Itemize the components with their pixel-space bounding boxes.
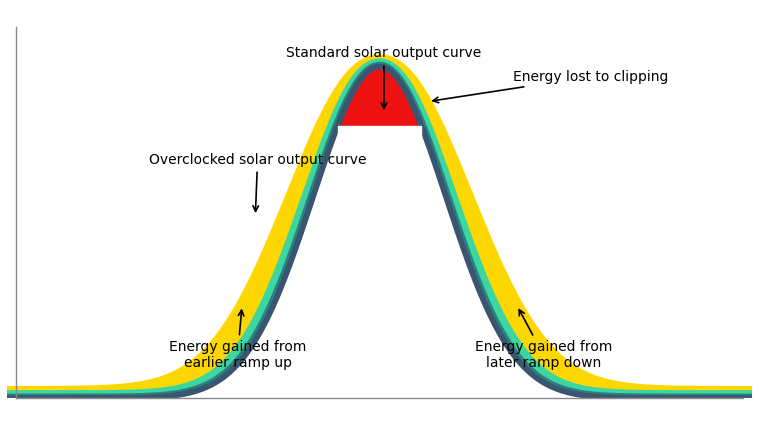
Text: Standard solar output curve: Standard solar output curve xyxy=(286,46,481,108)
Text: Energy gained from
later ramp down: Energy gained from later ramp down xyxy=(475,310,613,371)
Text: Energy lost to clipping: Energy lost to clipping xyxy=(433,70,668,103)
Text: Energy gained from
earlier ramp up: Energy gained from earlier ramp up xyxy=(169,310,307,371)
Text: Overclocked solar output curve: Overclocked solar output curve xyxy=(149,153,367,211)
